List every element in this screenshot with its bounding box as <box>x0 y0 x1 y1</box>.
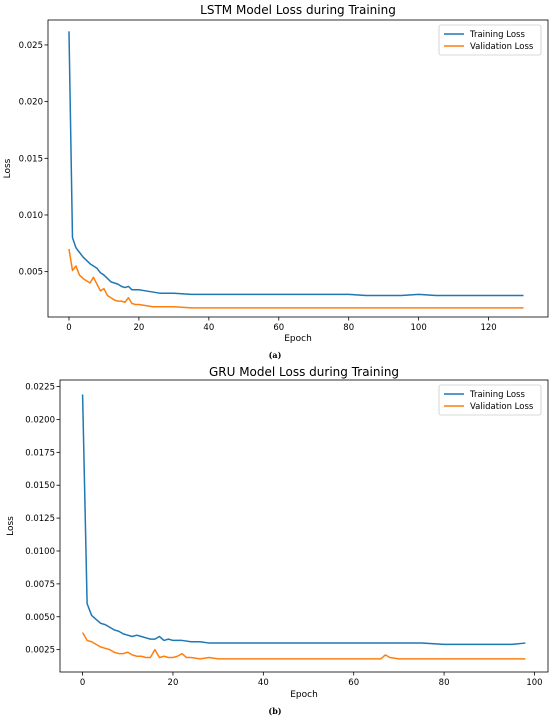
x-tick-label: 100 <box>411 323 427 333</box>
chart-0: LSTM Model Loss during Training 0 20 40 60 80… <box>3 3 549 360</box>
y-tick-label: 0.0100 <box>25 547 55 557</box>
x-axis-label: Epoch <box>284 334 312 344</box>
y-tick-label: 0.0200 <box>25 415 55 425</box>
y-tick-label: 0.005 <box>19 268 43 278</box>
chart-1: GRU Model Loss during Training 0 20 40 60 80 1… <box>6 365 549 716</box>
x-tick-label: 20 <box>168 678 179 688</box>
series-line-training-loss <box>81 394 526 646</box>
x-tick-label: 60 <box>273 323 284 333</box>
figure-caption: (b) <box>268 706 281 716</box>
chart-title: LSTM Model Loss during Training <box>200 3 396 17</box>
legend-box <box>438 384 542 416</box>
legend-entry: Training Loss <box>469 390 525 400</box>
x-tick-label: 40 <box>203 323 214 333</box>
legend-entry: Training Loss <box>469 30 525 40</box>
y-tick-label: 0.0125 <box>25 514 55 524</box>
x-axis-label: Epoch <box>290 690 318 700</box>
legend-entry: Validation Loss <box>470 402 534 412</box>
y-tick-label: 0.0075 <box>25 580 55 590</box>
y-tick-label: 0.020 <box>19 98 43 108</box>
series-line-training-loss <box>68 31 524 297</box>
series-line-validation-loss <box>68 248 524 309</box>
x-tick-label: 60 <box>348 678 359 688</box>
x-tick-label: 0 <box>80 678 85 688</box>
x-tick-label: 40 <box>258 678 269 688</box>
x-tick-label: 80 <box>439 678 450 688</box>
y-tick-label: 0.015 <box>19 154 43 164</box>
chart-title: GRU Model Loss during Training <box>209 365 399 379</box>
x-tick-label: 20 <box>133 323 144 333</box>
y-tick-label: 0.0025 <box>25 646 55 656</box>
x-tick-label: 100 <box>526 678 542 688</box>
figure-caption: (a) <box>269 350 282 360</box>
x-tick-label: 80 <box>343 323 354 333</box>
y-tick-label: 0.0175 <box>25 448 55 458</box>
y-tick-label: 0.0225 <box>25 383 55 393</box>
y-tick-label: 0.0150 <box>25 481 55 491</box>
legend: Training Loss Validation Loss <box>438 384 542 416</box>
legend-box <box>438 24 542 56</box>
legend: Training Loss Validation Loss <box>438 24 542 56</box>
y-tick-label: 0.010 <box>19 211 43 221</box>
y-axis-label: Loss <box>3 158 13 178</box>
plot-frame <box>59 379 549 673</box>
y-tick-label: 0.0050 <box>25 613 55 623</box>
legend-entry: Validation Loss <box>470 42 534 52</box>
plot-frame <box>47 19 549 318</box>
x-tick-label: 0 <box>66 323 71 333</box>
x-tick-label: 120 <box>480 323 496 333</box>
series-line-validation-loss <box>81 632 526 660</box>
y-axis-label: Loss <box>6 516 16 536</box>
y-tick-label: 0.025 <box>19 41 43 51</box>
